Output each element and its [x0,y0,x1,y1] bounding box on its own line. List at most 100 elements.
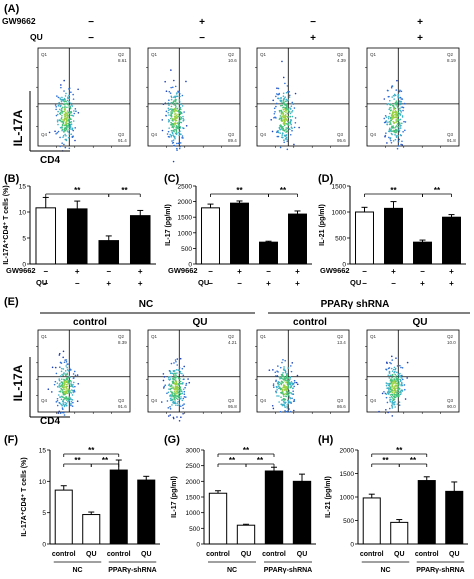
event-dot [286,390,288,393]
category-label: control [52,551,76,558]
event-dot [286,148,289,151]
event-dot [161,119,164,121]
event-dot [65,127,68,130]
event-dot [294,92,297,95]
event-dot [184,386,186,389]
event-dot [61,128,64,131]
event-dot [282,106,284,109]
event-dot [286,138,288,141]
event-dot [292,393,295,395]
event-dot [62,350,65,353]
quadrant-label-q3: Q3 [228,132,235,137]
event-dot [273,386,275,389]
event-dot [173,130,175,133]
event-dot [390,141,393,144]
event-dot [285,392,287,395]
event-dot [394,133,396,136]
event-dot [396,386,399,388]
event-dot [68,382,71,384]
event-dot [67,97,69,100]
event-dot [283,368,285,370]
event-dot [393,395,396,398]
event-dot [66,115,69,117]
event-dot [293,409,295,412]
event-dot [61,142,63,144]
event-dot [401,115,404,117]
event-dot [282,378,285,381]
y-tick-label: 15 [19,184,27,191]
bar [201,207,220,265]
gw-sign: − [88,17,94,28]
event-dot [180,111,183,114]
event-dot [268,369,271,371]
event-dot [56,131,59,134]
event-dot [63,388,65,391]
event-dot [275,391,278,394]
event-dot [283,369,286,372]
event-dot [68,147,71,150]
event-dot [390,367,393,370]
event-dot [66,110,69,112]
event-dot [65,124,68,127]
quadrant-label-q4: Q4 [151,398,158,403]
event-dot [390,362,392,365]
event-dot [293,126,296,129]
category-label: QU [141,551,152,558]
event-dot [58,108,61,111]
event-dot [69,125,72,127]
significance-marker: ** [74,186,81,195]
event-dot [388,388,390,390]
event-dot [178,367,181,369]
gw-sign: − [43,267,48,276]
event-dot [175,93,178,95]
gw-sign: − [420,267,425,276]
event-dot [388,391,391,394]
significance-marker: ** [382,456,389,465]
bar [230,202,249,265]
event-dot [165,90,168,93]
event-dot [398,129,401,132]
event-dot [174,96,177,99]
event-dot [292,103,295,105]
event-dot [396,147,399,150]
event-dot [294,117,297,119]
event-dot [59,113,62,116]
event-dot [282,127,285,130]
event-dot [389,112,391,115]
event-dot [170,96,173,99]
event-dot [170,135,172,138]
bar [98,240,120,265]
event-dot [390,109,392,111]
event-dot [61,411,64,414]
event-dot [396,123,399,125]
event-dot [181,135,184,137]
quadrant-label-q4: Q4 [41,398,48,403]
event-dot [285,103,287,106]
significance-marker: ** [243,446,250,455]
event-dot [170,121,172,124]
event-dot [174,111,176,113]
event-dot [298,126,300,129]
event-dot [63,103,66,106]
event-dot [65,365,67,367]
event-dot [183,390,186,393]
qu-sign: + [310,33,316,44]
event-dot [173,135,175,138]
event-dot [397,394,399,396]
event-dot [279,377,281,380]
event-dot [163,385,166,388]
event-dot [384,114,387,117]
event-dot [272,369,274,371]
event-dot [73,390,76,393]
event-dot [398,401,401,403]
panel-label-d: (D) [318,173,334,185]
event-dot [284,82,286,85]
event-dot [183,393,186,396]
event-dot [395,113,398,116]
event-dot [395,380,397,382]
event-dot [393,396,396,399]
event-dot [179,108,182,111]
